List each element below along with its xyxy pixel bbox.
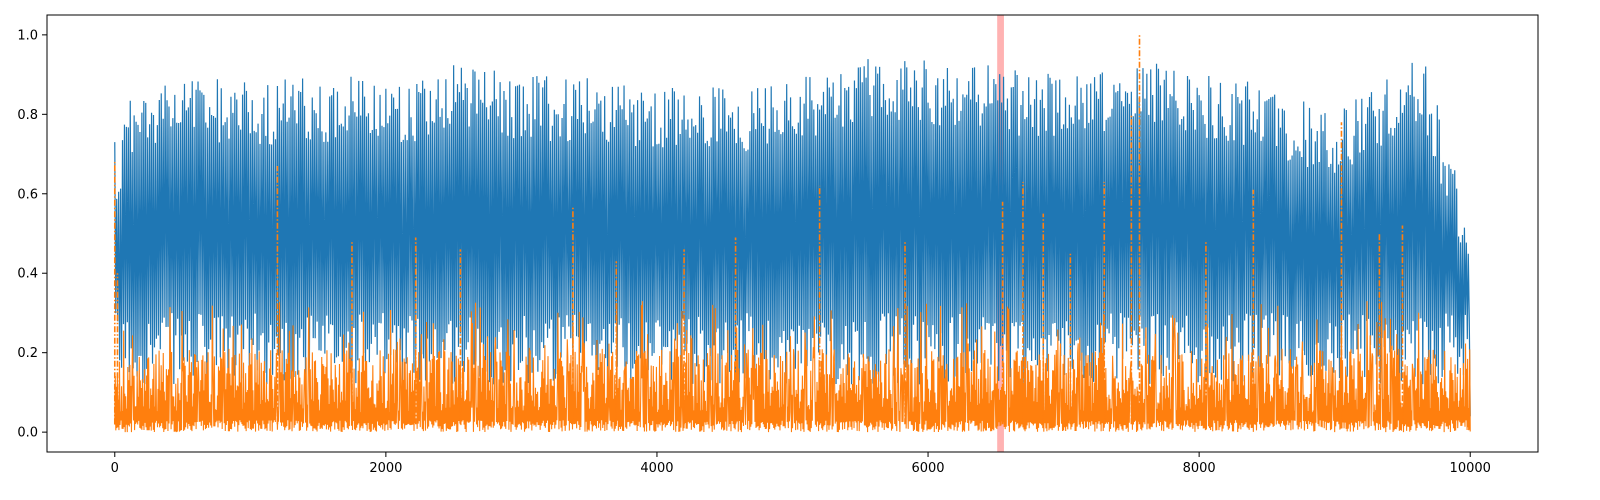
x-tick-label: 2000 [369, 461, 402, 476]
x-tick-label: 8000 [1183, 461, 1216, 476]
x-tick-label: 10000 [1450, 461, 1491, 476]
x-axis: 0 2000 4000 6000 8000 10000 [111, 452, 1491, 476]
y-tick-label: 0.0 [17, 426, 38, 441]
y-tick-label: 0.2 [17, 346, 38, 361]
y-tick-label: 0.4 [17, 267, 38, 282]
series-2-line [114, 301, 1471, 433]
y-tick-label: 1.0 [17, 28, 38, 43]
y-tick-label: 0.6 [17, 187, 38, 202]
series-1-line [114, 59, 1471, 417]
y-tick-label: 0.8 [17, 108, 38, 123]
y-axis: 0.0 0.2 0.4 0.6 0.8 1.0 [17, 28, 47, 441]
x-tick-label: 0 [111, 461, 119, 476]
x-tick-label: 6000 [911, 461, 944, 476]
x-tick-label: 4000 [640, 461, 673, 476]
series-layer [113, 34, 1471, 433]
plot-frame [46, 14, 1539, 453]
